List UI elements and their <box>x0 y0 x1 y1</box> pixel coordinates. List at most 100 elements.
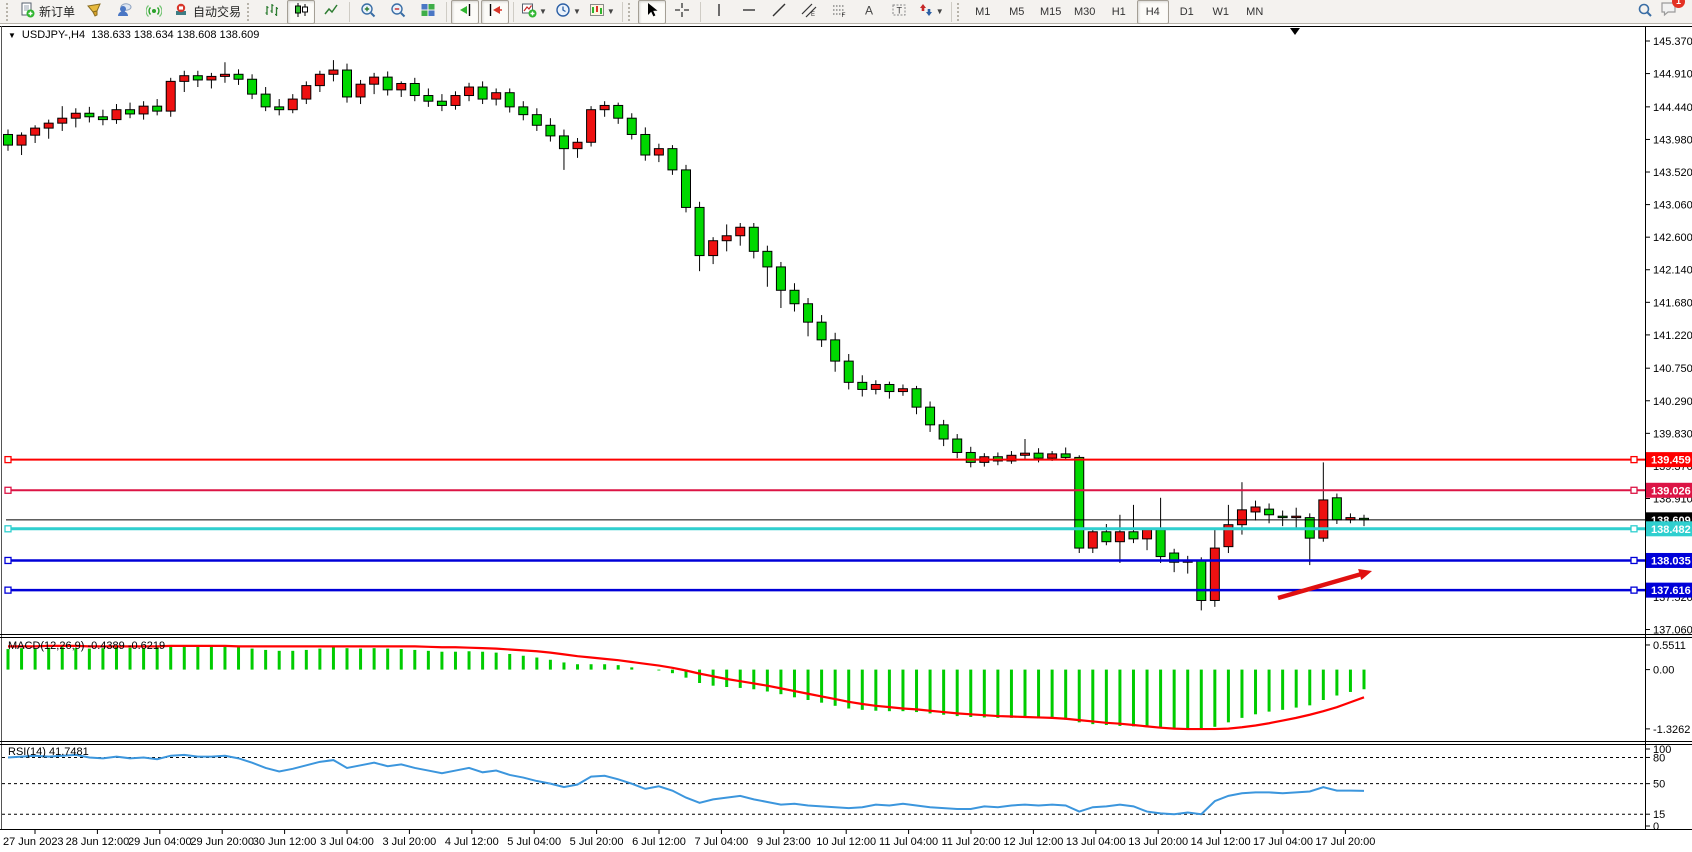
templates-icon <box>589 2 605 21</box>
svg-text:13 Jul 04:00: 13 Jul 04:00 <box>1066 836 1126 848</box>
svg-text:138.035: 138.035 <box>1651 555 1691 567</box>
cursor-icon <box>644 2 660 21</box>
vertical-line-button[interactable] <box>705 0 733 24</box>
indicators-icon <box>521 2 537 21</box>
candlestick-chart-icon <box>293 2 309 21</box>
price-tag <box>1646 521 1692 537</box>
fibonacci-icon: F <box>831 2 847 21</box>
cursor-button[interactable] <box>637 0 666 24</box>
autotrade-button[interactable]: 自动交易 <box>170 0 244 24</box>
toolbar-grip[interactable] <box>956 2 964 21</box>
svg-text:F: F <box>841 12 845 18</box>
chevron-down-icon[interactable]: ▼ <box>572 7 581 16</box>
line-chart-button[interactable] <box>317 0 345 24</box>
chart-shift-marker <box>1290 28 1300 35</box>
equidistant-channel-button[interactable]: E <box>795 0 823 24</box>
price-chart[interactable]: 145.370 144.910 144.440 143.980 143.520 143.0… <box>0 24 1692 852</box>
svg-text:6 Jul 12:00: 6 Jul 12:00 <box>632 836 686 848</box>
svg-text:100: 100 <box>1653 744 1671 756</box>
search-button[interactable] <box>1631 0 1659 24</box>
svg-text:50: 50 <box>1653 779 1665 791</box>
text-label-button[interactable]: T <box>885 0 913 24</box>
svg-text:A: A <box>865 4 873 18</box>
indicators-button[interactable]: ▼ <box>518 0 550 24</box>
chat-button[interactable]: 1 <box>1660 0 1685 23</box>
vertical-line-icon <box>711 2 727 21</box>
timeframe-m5-button[interactable]: M5 <box>1009 5 1025 18</box>
timeframe-h1-button[interactable]: H1 <box>1111 5 1126 18</box>
arrows-button[interactable]: ▼ <box>915 0 947 24</box>
timeframe-mn-button[interactable]: MN <box>1246 5 1264 18</box>
timeframe-m15-button[interactable]: M15 <box>1040 5 1062 18</box>
svg-text:137.616: 137.616 <box>1651 585 1691 597</box>
svg-text:14 Jul 12:00: 14 Jul 12:00 <box>1191 836 1251 848</box>
svg-text:-1.3262: -1.3262 <box>1653 724 1690 736</box>
signals-icon <box>145 2 163 21</box>
chevron-down-icon[interactable]: ▼ <box>8 30 16 40</box>
line-handle <box>1630 486 1638 494</box>
horizontal-line-button[interactable] <box>735 0 763 24</box>
svg-text:13 Jul 20:00: 13 Jul 20:00 <box>1128 836 1188 848</box>
chart-shift-button[interactable] <box>481 0 510 24</box>
line-handle <box>4 586 12 594</box>
timeframe-w1-button[interactable]: W1 <box>1212 5 1229 18</box>
toolbar-grip[interactable] <box>6 2 13 21</box>
search-icon <box>1637 2 1653 21</box>
crosshair-button[interactable] <box>668 0 696 24</box>
trend-arrow-annotation <box>1277 571 1364 601</box>
macd-label: MACD(12,26,9) -0.4389 -0.6219 <box>8 640 165 652</box>
svg-text:143.060: 143.060 <box>1653 200 1692 212</box>
chart-window: ▼ USDJPY-,H4 138.633 138.634 138.608 138… <box>0 24 1692 852</box>
toolbar-separator <box>621 1 623 22</box>
periods-clock-button[interactable]: ▼ <box>552 0 584 24</box>
line-handle <box>4 556 12 565</box>
timeframe-h4-button[interactable]: H4 <box>1136 0 1169 24</box>
zoom-out-button[interactable] <box>384 0 412 24</box>
tile-windows-button[interactable] <box>414 0 442 24</box>
svg-text:141.220: 141.220 <box>1653 330 1692 342</box>
zoom-out-icon <box>390 2 406 21</box>
timeframe-m30-button[interactable]: M30 <box>1074 5 1096 18</box>
svg-text:11 Jul 04:00: 11 Jul 04:00 <box>879 836 938 848</box>
text-button[interactable]: A <box>855 0 883 24</box>
macd-signal-line <box>8 644 1365 731</box>
autotrade-label: 自动交易 <box>193 5 242 19</box>
toolbar-separator <box>513 1 515 22</box>
toolbar-separator <box>950 1 952 22</box>
chevron-down-icon[interactable]: ▼ <box>539 7 547 16</box>
auto-scroll-button[interactable] <box>451 0 480 24</box>
svg-text:10 Jul 12:00: 10 Jul 12:00 <box>816 836 876 848</box>
signals-button[interactable] <box>140 0 168 24</box>
chevron-down-icon[interactable]: ▼ <box>935 7 944 16</box>
bar-chart-button[interactable] <box>257 0 285 24</box>
zoom-in-button[interactable] <box>354 0 382 24</box>
notification-badge: 1 <box>1672 0 1685 8</box>
candles <box>3 60 1369 611</box>
chart-symbol-period: USDJPY-,H4 <box>21 29 86 41</box>
svg-text:27 Jun 2023: 27 Jun 2023 <box>3 836 64 848</box>
new-order-button[interactable]: 新订单 <box>16 0 78 24</box>
candlestick-chart-button[interactable] <box>287 0 316 24</box>
trendline-button[interactable] <box>765 0 793 24</box>
timeframe-d1-button[interactable]: D1 <box>1179 5 1194 18</box>
funnel-button[interactable] <box>80 0 108 24</box>
line-handle <box>4 455 12 464</box>
crosshair-icon <box>674 2 690 21</box>
chevron-down-icon[interactable]: ▼ <box>606 7 615 16</box>
toolbar-grip[interactable] <box>627 2 635 21</box>
fibonacci-button[interactable]: F <box>825 0 853 24</box>
timeframe-m1-button[interactable]: M1 <box>975 5 991 18</box>
svg-text:137.060: 137.060 <box>1653 625 1692 637</box>
new-order-icon <box>19 2 35 21</box>
svg-text:29 Jun 04:00: 29 Jun 04:00 <box>128 836 192 848</box>
zoom-in-icon <box>360 2 376 21</box>
trend-arrow-head <box>1358 569 1372 581</box>
toolbar-grip[interactable] <box>247 2 254 21</box>
svg-text:3 Jul 20:00: 3 Jul 20:00 <box>382 836 436 848</box>
templates-button[interactable]: ▼ <box>586 0 618 24</box>
line-handle <box>1630 586 1638 594</box>
svg-text:5 Jul 20:00: 5 Jul 20:00 <box>570 836 624 848</box>
svg-text:7 Jul 04:00: 7 Jul 04:00 <box>694 836 748 848</box>
community-button[interactable] <box>110 0 138 24</box>
